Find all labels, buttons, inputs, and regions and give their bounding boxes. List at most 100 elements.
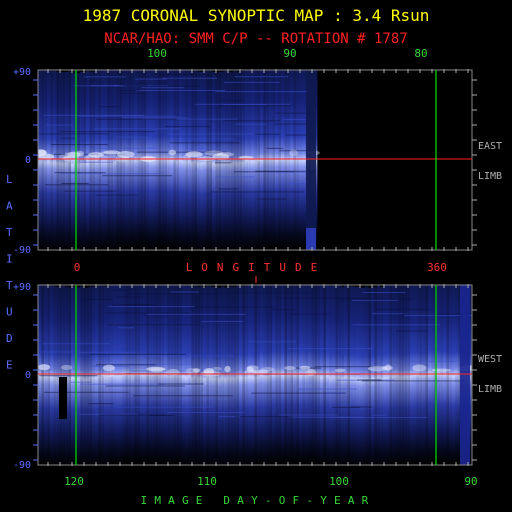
data-column bbox=[86, 287, 90, 465]
data-column bbox=[182, 70, 186, 250]
data-column bbox=[431, 285, 435, 463]
bright-feature bbox=[251, 369, 269, 374]
streak bbox=[116, 296, 145, 298]
streak bbox=[215, 176, 255, 178]
data-column bbox=[266, 285, 270, 465]
streak bbox=[201, 320, 244, 322]
streak bbox=[292, 416, 363, 418]
bright-feature bbox=[384, 364, 392, 372]
bright-feature bbox=[289, 149, 298, 156]
bright-feature bbox=[211, 366, 222, 371]
data-column bbox=[185, 70, 189, 250]
data-column bbox=[62, 72, 66, 250]
data-column bbox=[59, 71, 63, 250]
data-column bbox=[338, 285, 342, 465]
data-column bbox=[347, 286, 351, 465]
data-column bbox=[83, 287, 87, 465]
data-column bbox=[158, 70, 162, 249]
streak bbox=[121, 117, 188, 119]
streak bbox=[113, 289, 133, 291]
bright-feature bbox=[299, 365, 311, 370]
data-column bbox=[77, 72, 81, 250]
data-column bbox=[296, 70, 300, 249]
streak bbox=[105, 385, 185, 387]
data-column bbox=[344, 285, 348, 465]
streak bbox=[58, 173, 161, 175]
streak bbox=[351, 299, 399, 301]
data-column bbox=[77, 287, 81, 465]
streak bbox=[286, 183, 316, 185]
streak bbox=[223, 81, 280, 83]
streak bbox=[240, 416, 289, 418]
streak bbox=[371, 414, 387, 416]
east-ytick-0: 0 bbox=[25, 155, 31, 166]
data-column bbox=[224, 287, 228, 465]
data-column bbox=[89, 71, 93, 250]
data-column bbox=[350, 286, 354, 465]
west-limb-panel: +90 0 -90 120 110 100 90 WEST LIMB bbox=[13, 282, 502, 488]
data-column bbox=[236, 71, 240, 250]
bright-feature bbox=[246, 366, 254, 373]
data-column bbox=[137, 285, 141, 463]
data-column bbox=[218, 71, 222, 250]
streak bbox=[220, 100, 245, 102]
data-column bbox=[218, 287, 222, 465]
day-tick-90: 90 bbox=[464, 475, 477, 488]
data-column bbox=[404, 285, 408, 465]
data-column bbox=[92, 286, 96, 465]
day-axis-label: IMAGE DAY-OF-YEAR bbox=[141, 494, 376, 507]
data-column bbox=[332, 285, 336, 465]
data-column bbox=[194, 285, 198, 465]
data-column bbox=[362, 287, 366, 465]
west-ytick-0: 0 bbox=[25, 370, 31, 381]
data-column bbox=[110, 285, 114, 465]
data-column bbox=[92, 71, 96, 250]
west-panel-ticks bbox=[33, 284, 477, 466]
data-column bbox=[104, 70, 108, 250]
streak bbox=[43, 114, 145, 116]
streak bbox=[133, 395, 233, 397]
data-column bbox=[371, 286, 375, 465]
data-column bbox=[452, 285, 456, 465]
data-column bbox=[122, 285, 126, 464]
streak bbox=[274, 123, 316, 125]
data-column bbox=[107, 285, 111, 465]
streak bbox=[61, 182, 89, 184]
streak bbox=[287, 348, 373, 350]
east-panel-ticks bbox=[33, 69, 477, 251]
streak bbox=[136, 151, 227, 153]
data-column bbox=[230, 286, 234, 465]
streak bbox=[329, 416, 427, 418]
data-column bbox=[179, 285, 183, 465]
data-column bbox=[53, 286, 57, 465]
data-column bbox=[86, 71, 90, 250]
streak bbox=[78, 351, 136, 353]
streak bbox=[118, 327, 134, 329]
data-column bbox=[47, 70, 51, 250]
bright-feature bbox=[146, 366, 166, 372]
streak bbox=[279, 414, 338, 416]
data-column bbox=[320, 285, 324, 465]
streak bbox=[51, 144, 108, 146]
data-column bbox=[284, 70, 288, 249]
streak bbox=[64, 190, 116, 192]
bright-feature bbox=[192, 368, 201, 373]
bright-feature bbox=[185, 151, 203, 158]
data-column bbox=[53, 70, 57, 250]
data-column bbox=[71, 72, 75, 250]
data-column bbox=[116, 285, 120, 465]
data-column bbox=[221, 71, 225, 250]
data-column bbox=[98, 285, 102, 465]
streak bbox=[332, 406, 361, 408]
streak bbox=[80, 298, 113, 300]
data-column bbox=[386, 285, 390, 465]
bright-feature bbox=[38, 149, 47, 157]
data-column bbox=[173, 70, 177, 249]
bright-feature bbox=[412, 364, 427, 372]
west-limb-label: LIMB bbox=[478, 384, 502, 395]
streak bbox=[157, 383, 204, 385]
data-column bbox=[236, 285, 240, 465]
streak bbox=[38, 133, 110, 135]
west-ytick-plus90: +90 bbox=[13, 282, 31, 293]
